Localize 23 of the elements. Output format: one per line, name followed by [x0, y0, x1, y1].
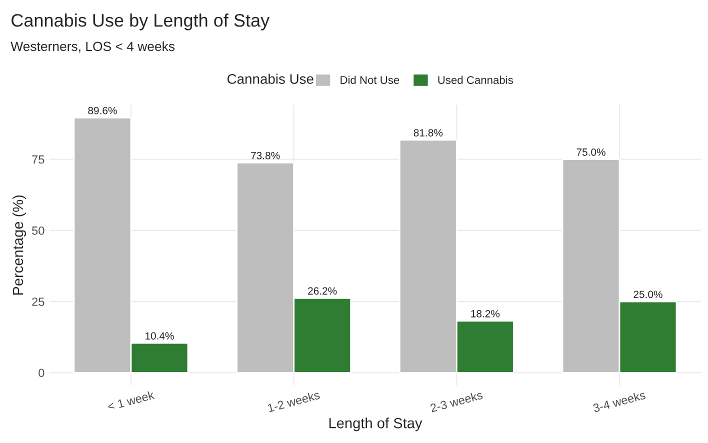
chart-subtitle: Westerners, LOS < 4 weeks — [10, 41, 175, 53]
data-label: 89.6% — [88, 106, 117, 114]
y-axis-title: Percentage (%) — [12, 195, 26, 295]
data-label: 26.2% — [308, 287, 337, 295]
legend-label: Did Not Use — [340, 76, 400, 84]
x-axis-title: Length of Stay — [329, 418, 422, 432]
chart-title: Cannabis Use by Length of Stay — [12, 13, 270, 30]
data-label: 73.8% — [251, 152, 280, 160]
y-tick-label: 0 — [38, 368, 44, 378]
y-tick-label: 25 — [32, 298, 44, 306]
data-label: 10.4% — [146, 332, 174, 340]
x-tick-label: 3-4 weeks — [592, 390, 646, 412]
data-label: 25.0% — [634, 290, 662, 298]
y-tick-label: 50 — [32, 226, 44, 235]
y-tick-label: 75 — [32, 155, 44, 164]
data-label: 81.8% — [414, 129, 443, 136]
x-tick-label: 2-3 weeks — [430, 390, 484, 412]
x-tick-label: 1-2 weeks — [267, 390, 320, 412]
data-label: 75.0% — [576, 148, 606, 156]
legend-title: Cannabis Use — [227, 74, 314, 84]
legend-label: Used Cannabis — [438, 76, 513, 84]
data-label: 18.2% — [471, 310, 500, 318]
x-tick-label: < 1 week — [107, 390, 155, 411]
